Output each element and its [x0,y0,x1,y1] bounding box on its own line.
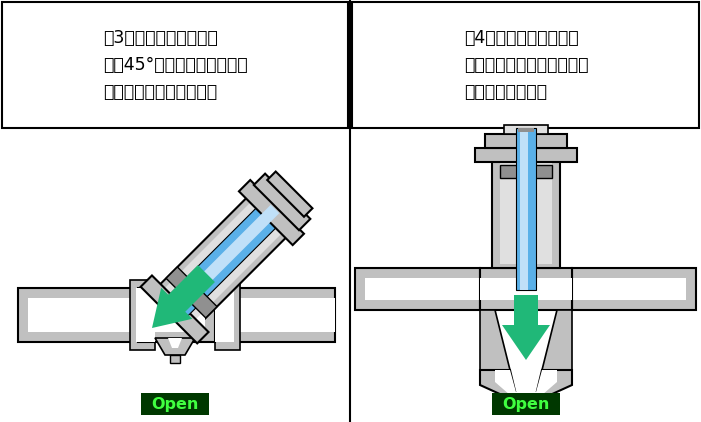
Bar [138,288,215,342]
Bar [215,288,335,342]
Bar [28,298,145,332]
Bar [355,268,480,310]
Bar [225,298,335,332]
Bar [500,152,552,264]
Polygon shape [136,288,155,342]
Bar [480,278,572,300]
Bar [500,165,552,178]
Bar [475,148,577,162]
Bar [572,278,686,300]
Polygon shape [141,276,208,344]
Polygon shape [166,195,288,318]
Bar [480,268,572,310]
Bar [520,128,528,290]
Polygon shape [495,370,557,405]
Polygon shape [166,267,217,318]
Bar [148,298,205,332]
Polygon shape [480,370,572,410]
Polygon shape [502,295,550,360]
Bar [365,278,480,300]
Polygon shape [172,205,279,312]
Bar [141,393,209,415]
Bar [516,128,536,290]
Polygon shape [152,265,215,328]
Bar [492,148,560,268]
Bar [492,393,560,415]
Polygon shape [156,186,299,328]
Text: Open: Open [503,397,550,411]
Polygon shape [267,171,313,217]
Polygon shape [542,310,572,370]
Polygon shape [168,338,182,348]
Bar [572,268,696,310]
Text: Open: Open [151,397,198,411]
Polygon shape [480,310,510,370]
Polygon shape [163,190,294,322]
Bar [485,134,567,148]
Polygon shape [254,173,311,230]
Polygon shape [155,338,195,355]
Bar [504,125,548,134]
Polygon shape [215,280,240,350]
Polygon shape [239,180,304,245]
Bar [170,355,180,363]
Polygon shape [130,280,155,350]
Bar [518,128,534,132]
Text: （3）直流阀：阀体与阀
杆成45°，流动阻力小，压降
也小，便于检修和更换。: （3）直流阀：阀体与阀 杆成45°，流动阻力小，压降 也小，便于检修和更换。 [102,29,247,101]
Text: （4）针形阀：阀瓣为锥
形针形，阀杆通常用细螺纹
以取得微量调节。: （4）针形阀：阀瓣为锥 形针形，阀杆通常用细螺纹 以取得微量调节。 [464,29,588,101]
Bar [352,2,699,128]
Bar [18,288,155,342]
Bar [2,2,348,128]
Polygon shape [215,288,234,342]
